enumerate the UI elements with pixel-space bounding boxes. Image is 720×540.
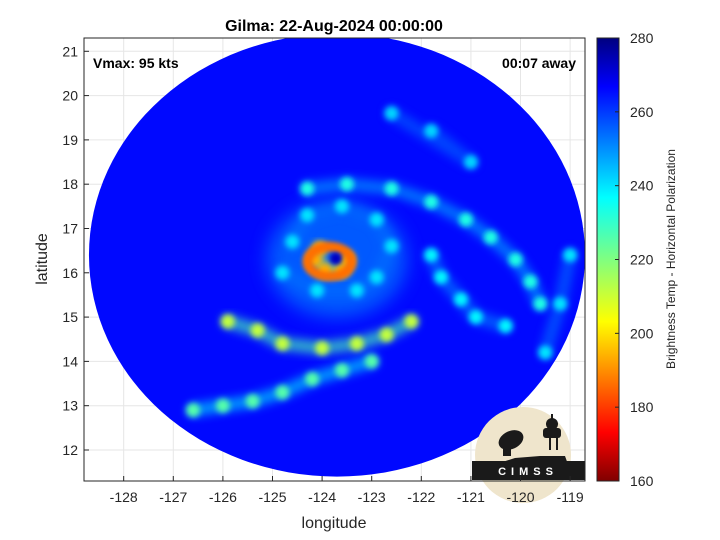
southwest-band-cell-0: [186, 403, 201, 418]
y-tick-label: 21: [62, 43, 78, 59]
north-band-cell-2: [384, 181, 399, 196]
colorbar-tick-label: 260: [630, 104, 654, 120]
plot-frame: [83, 37, 586, 482]
inner-ring-cell-2: [334, 199, 349, 214]
chart-title: Gilma: 22-Aug-2024 00:00:00: [225, 18, 443, 35]
colorbar-label: Brightness Temp - Horizontal Polarizatio…: [664, 149, 678, 369]
y-tick-label: 16: [62, 265, 78, 281]
feature-east-band: [424, 248, 513, 333]
feature-north-cells: [384, 106, 478, 170]
east-edge-cell-1: [553, 296, 568, 311]
colorbar-tick-label: 200: [630, 325, 654, 341]
y-tick-label: 15: [62, 309, 78, 325]
inner-ring-cell-4: [384, 239, 399, 254]
x-axis: -128 -127 -126 -125 -124 -123 -122 -121 -120 -119: [110, 476, 584, 505]
north-band-cell-6: [508, 252, 523, 267]
inner-ring-cell-5: [369, 270, 384, 285]
eyewall-ring: [302, 241, 357, 282]
storm-eye: [329, 252, 342, 265]
east-edge-cell-0: [563, 248, 578, 263]
cimss-logo: CIMSS: [472, 407, 585, 503]
logo-band: [472, 461, 585, 480]
inner-ring-cell-1: [300, 208, 315, 223]
southwest-band-cell-6: [364, 354, 379, 369]
north-cells-cell-2: [384, 106, 399, 121]
colorbar-tick-label: 160: [630, 473, 654, 489]
y-tick-label: 12: [62, 442, 78, 458]
vmax-annotation: Vmax: 95 kts: [93, 55, 179, 71]
time-away-annotation: 00:07 away: [502, 55, 576, 71]
inner-ring-cell-8: [275, 265, 290, 280]
south-band-cell-3: [315, 341, 330, 356]
y-axis-label: latitude: [34, 233, 51, 285]
x-tick-label: -120: [506, 489, 534, 505]
x-tick-label: -124: [308, 489, 336, 505]
x-tick-label: -125: [258, 489, 286, 505]
east-band-cell-1: [434, 270, 449, 285]
feature-inner-ring: [275, 199, 399, 298]
inner-ring-cell-3: [369, 212, 384, 227]
x-tick-label: -127: [159, 489, 187, 505]
x-tick-label: -128: [110, 489, 138, 505]
north-cells-cell-1: [463, 155, 478, 170]
inner-ring-cell-0: [285, 234, 300, 249]
x-tick-label: -119: [557, 489, 584, 505]
y-tick-label: 19: [62, 132, 78, 148]
feature-north-band: [300, 177, 548, 311]
south-band-cell-0: [220, 314, 235, 329]
feature-southwest-band: [186, 354, 379, 418]
southwest-band-cell-5: [334, 363, 349, 378]
feature-south-band: [220, 314, 419, 356]
y-tick-label: 13: [62, 398, 78, 414]
east-band-cell-3: [468, 310, 483, 325]
logo-text: CIMSS: [498, 466, 558, 478]
feature-east-edge: [538, 248, 578, 360]
colorbar-ticks: 160 180 200 220 240 260 280: [615, 30, 654, 489]
colorbar-tick-label: 220: [630, 252, 654, 268]
x-tick-label: -122: [407, 489, 435, 505]
y-axis: 12 13 14 15 16 17 18 19 20 21: [62, 43, 89, 458]
north-band-cell-0: [300, 181, 315, 196]
brightness-swath: [89, 38, 585, 477]
southwest-band-cell-3: [275, 385, 290, 400]
south-band-cell-4: [349, 336, 364, 351]
y-tick-label: 14: [62, 353, 78, 369]
south-band-cell-5: [379, 327, 394, 342]
y-tick-label: 20: [62, 88, 78, 104]
east-band-cell-4: [498, 318, 513, 333]
inner-ring-cell-7: [310, 283, 325, 298]
south-band-cell-1: [250, 323, 265, 338]
north-band-cell-4: [458, 212, 473, 227]
y-tick-label: 17: [62, 220, 78, 236]
east-band-cell-2: [453, 292, 468, 307]
inner-ring-cell-6: [349, 283, 364, 298]
feature-eyewall: [302, 241, 357, 282]
colorbar-tick-label: 180: [630, 399, 654, 415]
x-axis-label: longitude: [302, 515, 367, 532]
southwest-band-cell-1: [215, 398, 230, 413]
east-edge-cell-2: [538, 345, 553, 360]
east-band-cell-0: [424, 248, 439, 263]
north-cells-cell-0: [424, 124, 439, 139]
x-tick-label: -126: [209, 489, 237, 505]
north-band-cell-5: [483, 230, 498, 245]
north-band-cell-1: [339, 177, 354, 192]
south-band-cell-6: [404, 314, 419, 329]
north-band-cell-7: [523, 274, 538, 289]
southwest-band-cell-2: [245, 394, 260, 409]
southwest-band-cell-4: [305, 372, 320, 387]
south-band-cell-2: [275, 336, 290, 351]
x-tick-label: -121: [457, 489, 485, 505]
colorbar-tick-label: 280: [630, 30, 654, 46]
north-band-cell-8: [533, 296, 548, 311]
x-tick-label: -123: [358, 489, 386, 505]
colorbar-tick-label: 240: [630, 178, 654, 194]
y-tick-label: 18: [62, 176, 78, 192]
north-band-cell-3: [424, 194, 439, 209]
